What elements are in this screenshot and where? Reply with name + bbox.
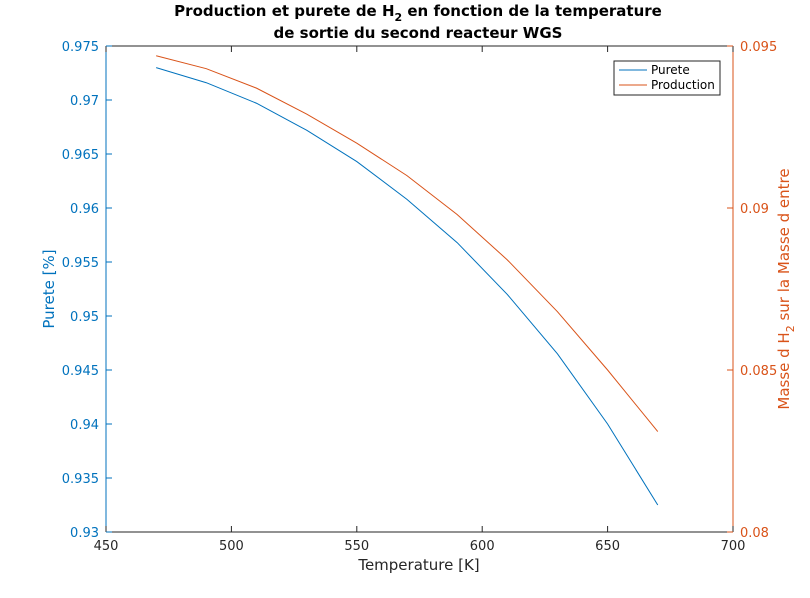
y-right-tick-label: 0.095 <box>740 40 777 55</box>
y-right-label-subscript: 2 <box>784 325 797 332</box>
chart-title-subscript: 2 <box>395 11 403 24</box>
x-tick-label: 550 <box>344 539 369 554</box>
y-left-tick-label: 0.96 <box>70 202 99 217</box>
y-left-tick-label: 0.97 <box>70 94 99 109</box>
x-axis-label: Temperature [K] <box>357 556 479 574</box>
y-right-label-pre: Masse d H <box>775 332 793 409</box>
y-left-axis-label: Purete [%] <box>40 249 58 328</box>
y-left-tick-label: 0.935 <box>62 472 99 487</box>
y-right-label-post: sur la Masse d entre <box>775 168 793 325</box>
y-left-tick-label: 0.94 <box>70 418 99 433</box>
series-group <box>156 55 659 506</box>
chart-title-line1: Production et purete de H2 en fonction d… <box>174 2 662 24</box>
y-left-tick-label: 0.93 <box>70 526 99 541</box>
y-left-tick-label: 0.95 <box>70 310 99 325</box>
x-tick-label: 600 <box>470 539 495 554</box>
x-tick-label: 500 <box>219 539 244 554</box>
y-left-tick-label: 0.945 <box>62 364 99 379</box>
y-left-tick-label: 0.955 <box>62 256 99 271</box>
x-ticks: 450 500 550 600 650 700 <box>94 46 746 554</box>
y-right-tick-label: 0.08 <box>740 526 769 541</box>
y-right-tick-label: 0.085 <box>740 364 777 379</box>
x-tick-label: 450 <box>94 539 119 554</box>
x-tick-label: 700 <box>721 539 746 554</box>
y-left-ticks: 0.93 0.935 0.94 0.945 0.95 0.955 0.96 0.965 0.97… <box>62 40 112 541</box>
series-line-purete <box>156 67 659 506</box>
legend-label-production: Production <box>651 78 715 92</box>
x-tick-label: 650 <box>595 539 620 554</box>
y-right-tick-label: 0.09 <box>740 202 769 217</box>
chart-title-line2: de sortie du second reacteur WGS <box>274 24 563 42</box>
plot-area <box>106 46 733 532</box>
chart-title-pre: Production et purete de H <box>174 2 394 20</box>
y-right-ticks: 0.08 0.085 0.09 0.095 <box>727 40 777 541</box>
y-right-axis-label: Masse d H2 sur la Masse d entre <box>775 168 797 409</box>
y-left-tick-label: 0.965 <box>62 148 99 163</box>
series-line-production <box>156 55 659 432</box>
legend: Purete Production <box>613 60 721 96</box>
y-left-tick-label: 0.975 <box>62 40 99 55</box>
chart-title-post: en fonction de la temperature <box>402 2 662 20</box>
legend-box <box>613 60 721 96</box>
legend-label-purete: Purete <box>651 63 690 77</box>
